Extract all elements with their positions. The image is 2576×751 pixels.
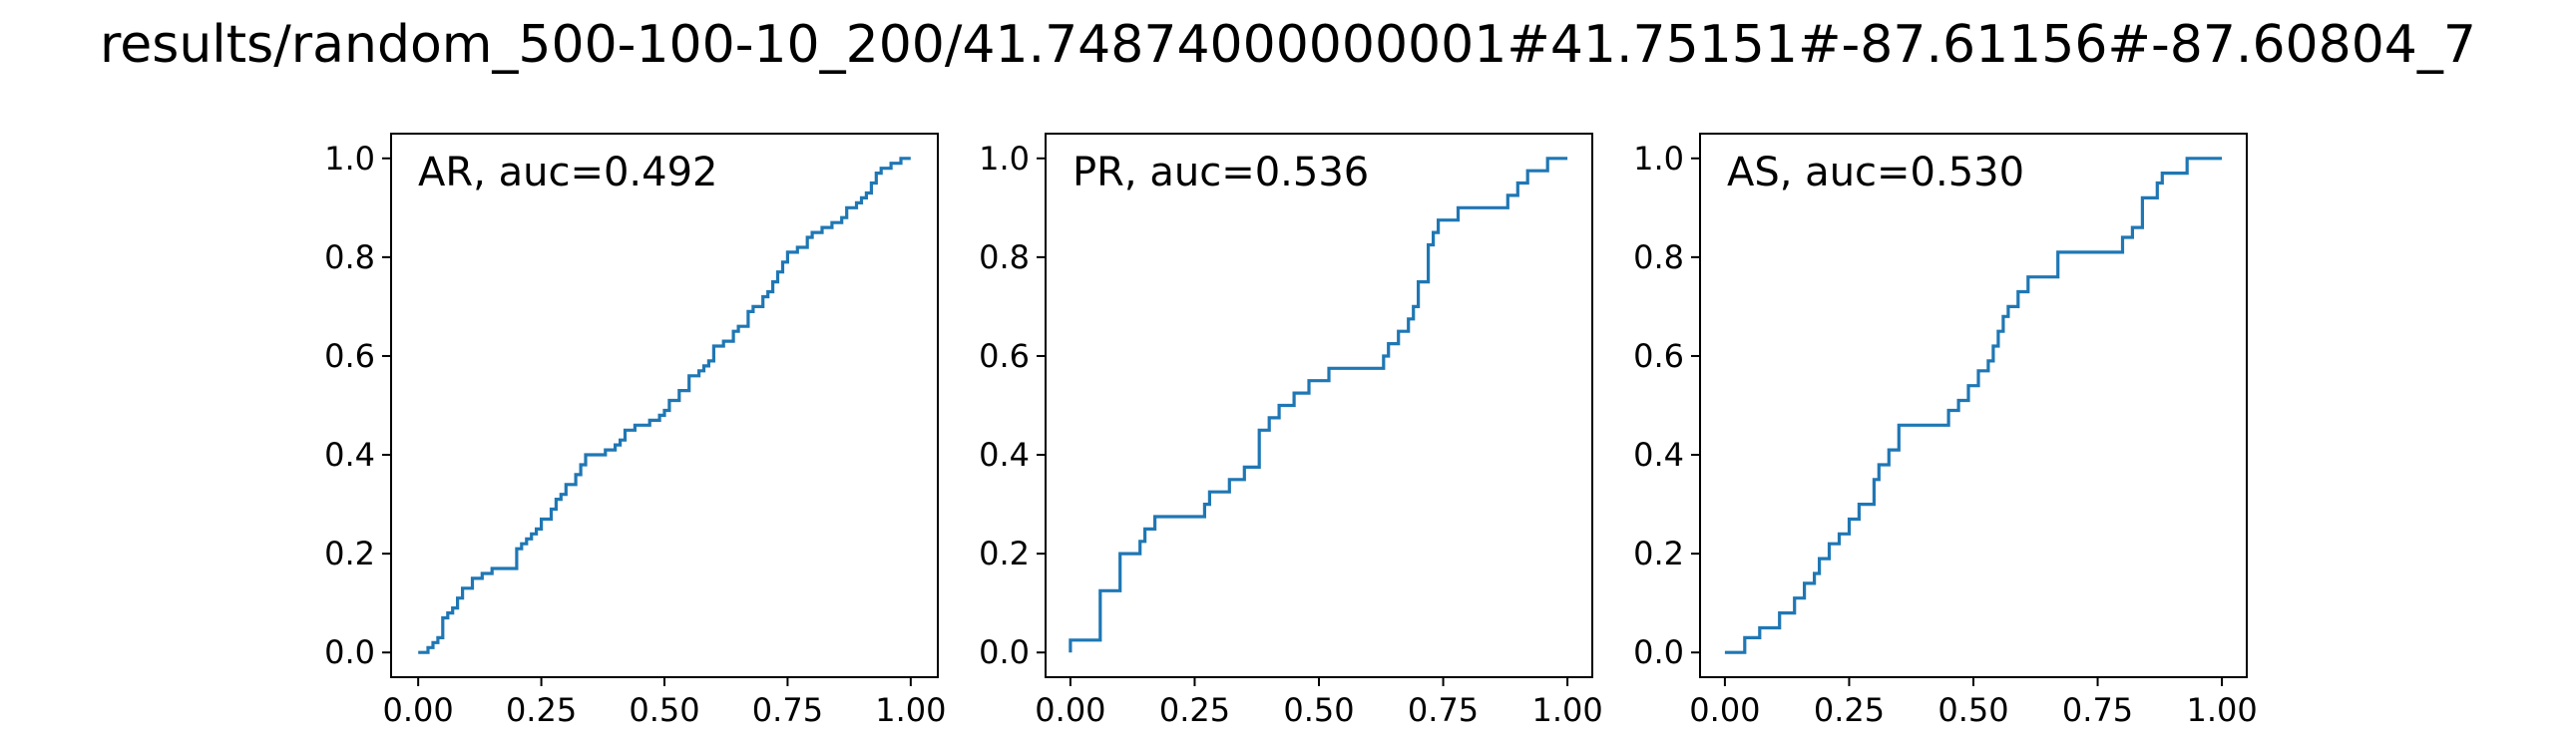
x-tick-label-as-3: 0.75: [2062, 691, 2133, 729]
y-tick-label-ar-1: 0.2: [324, 535, 375, 572]
x-tick-label-ar-4: 1.00: [875, 691, 946, 729]
plot-frame-ar: [390, 133, 939, 678]
panels: 0.00 0.25 0.50 0.75 1.00 0.0 0.2 0.4 0.6 0.8 1.0 AR…: [324, 133, 2258, 729]
y-tick-label-pr-0: 0.0: [979, 633, 1030, 671]
y-tick-label-ar-2: 0.4: [324, 436, 375, 474]
plot-frame-as: [1699, 133, 2248, 678]
y-tick-label-as-2: 0.4: [1633, 436, 1684, 474]
x-tick-label-ar-0: 0.00: [383, 691, 454, 729]
y-tick-label-as-3: 0.6: [1633, 337, 1684, 375]
y-tick-label-pr-5: 1.0: [979, 140, 1030, 178]
y-tick-label-as-1: 0.2: [1633, 535, 1684, 572]
y-tick-label-pr-2: 0.4: [979, 436, 1030, 474]
series-line-pr: [1069, 157, 1568, 653]
x-tick-label-pr-4: 1.00: [1531, 691, 1602, 729]
x-tick-label-as-0: 0.00: [1689, 691, 1760, 729]
x-tick-label-as-2: 0.50: [1937, 691, 2008, 729]
figure-suptitle: results/random_500-100-10_200/41.7487400…: [100, 15, 2476, 75]
y-tick-label-pr-1: 0.2: [979, 535, 1030, 572]
x-tick-label-as-1: 0.25: [1814, 691, 1885, 729]
y-tick-label-as-4: 0.8: [1633, 238, 1684, 276]
annotation-as: AS, auc=0.530: [1727, 150, 2024, 195]
x-tick-label-ar-2: 0.50: [629, 691, 699, 729]
series-line-ar: [418, 157, 911, 654]
panel-as: 0.00 0.25 0.50 0.75 1.00 0.0 0.2 0.4 0.6 0.8 1.0 AS…: [1633, 133, 2258, 729]
y-tick-label-ar-4: 0.8: [324, 238, 375, 276]
annotation-pr: PR, auc=0.536: [1073, 150, 1369, 195]
x-tick-label-as-4: 1.00: [2186, 691, 2257, 729]
series-line-as: [1724, 157, 2223, 654]
y-tick-label-as-0: 0.0: [1633, 633, 1684, 671]
annotation-ar: AR, auc=0.492: [418, 150, 717, 195]
panel-pr: 0.00 0.25 0.50 0.75 1.00 0.0 0.2 0.4 0.6 0.8 1.0 PR…: [979, 133, 1603, 729]
y-tick-label-as-5: 1.0: [1633, 140, 1684, 178]
x-tick-label-pr-0: 0.00: [1035, 691, 1105, 729]
y-tick-label-ar-5: 1.0: [324, 140, 375, 178]
x-tick-label-ar-3: 0.75: [752, 691, 823, 729]
y-tick-label-ar-3: 0.6: [324, 337, 375, 375]
plot-frame-pr: [1045, 133, 1593, 678]
x-tick-label-pr-1: 0.25: [1159, 691, 1230, 729]
panel-ar: 0.00 0.25 0.50 0.75 1.00 0.0 0.2 0.4 0.6 0.8 1.0 AR…: [324, 133, 946, 729]
x-tick-label-pr-2: 0.50: [1283, 691, 1354, 729]
x-tick-label-ar-1: 0.25: [506, 691, 577, 729]
y-tick-label-pr-4: 0.8: [979, 238, 1030, 276]
y-tick-label-pr-3: 0.6: [979, 337, 1030, 375]
x-tick-label-pr-3: 0.75: [1408, 691, 1479, 729]
y-tick-label-ar-0: 0.0: [324, 633, 375, 671]
